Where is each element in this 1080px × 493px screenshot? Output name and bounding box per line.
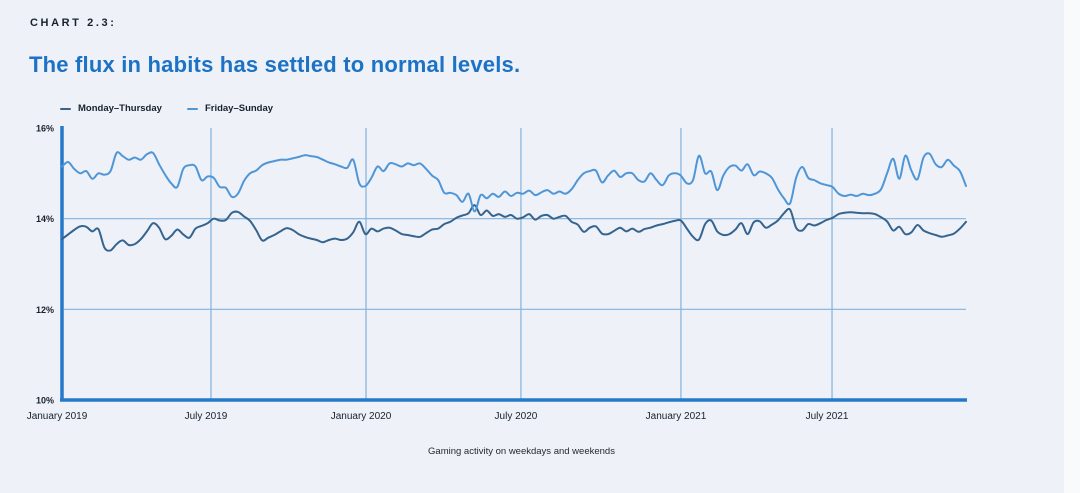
legend-label: Monday–Thursday — [78, 103, 162, 114]
background-right-strip — [1064, 0, 1080, 493]
y-tick-label: 10% — [36, 396, 54, 406]
series-line-monday-thursday — [61, 204, 967, 252]
x-tick-label: January 2020 — [331, 411, 392, 422]
y-tick-label: 16% — [36, 124, 54, 134]
legend-item-weekdays: Monday–Thursday — [60, 103, 162, 114]
page-title: The flux in habits has settled to normal… — [29, 52, 521, 77]
x-tick-label: January 2021 — [646, 411, 707, 422]
series-line-friday-sunday — [61, 151, 967, 213]
x-tick-label: January 2019 — [27, 411, 88, 422]
legend-dash-icon — [186, 107, 198, 110]
x-tick-label: July 2019 — [185, 411, 228, 422]
y-tick-label: 12% — [36, 305, 54, 315]
chart-caption: Gaming activity on weekdays and weekends — [428, 446, 615, 457]
legend-dash-icon — [60, 107, 71, 110]
legend-item-weekend: Friday–Sunday — [186, 103, 274, 114]
x-tick-label: July 2020 — [495, 411, 538, 422]
legend: Monday–Thursday Friday–Sunday — [60, 103, 273, 114]
x-tick-label: July 2021 — [806, 411, 849, 422]
legend-label: Friday–Sunday — [204, 103, 274, 114]
chart-label: CHART 2.3: — [30, 17, 117, 29]
y-tick-label: 14% — [36, 214, 54, 224]
